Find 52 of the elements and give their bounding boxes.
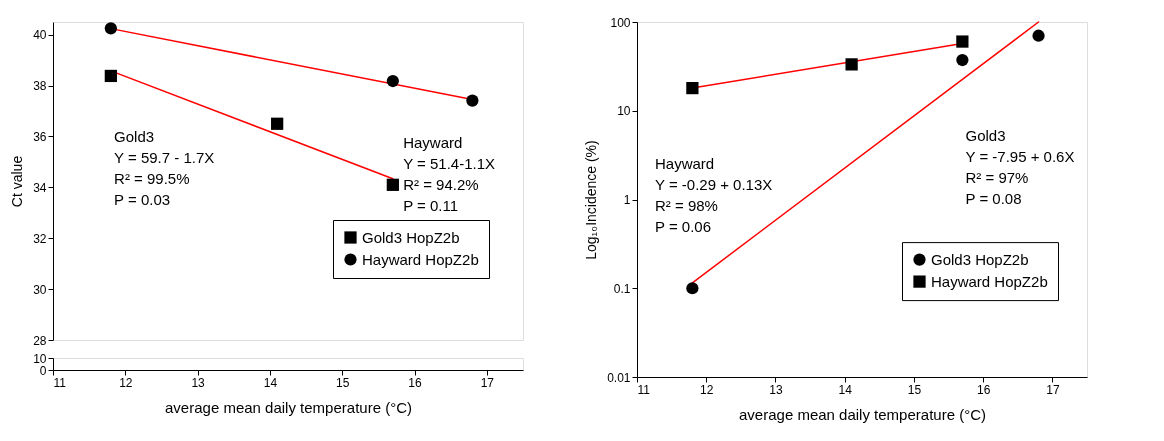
point (956, 35, 969, 48)
x-tick-label: 16 (976, 382, 991, 397)
legend-label: Gold3 HopZ2b (931, 250, 1029, 268)
y-tick-label: 0 (39, 363, 47, 378)
y-tick-label: 40 (33, 28, 47, 43)
y-tick-label: 32 (33, 231, 47, 246)
point (686, 282, 699, 295)
x-tick-label: 11 (637, 382, 651, 397)
x-tick-label: 17 (480, 375, 495, 390)
annotation: Gold3 Y = -7.95 + 0.6X R² = 97% P = 0.08 (965, 126, 1075, 207)
x-tick-label: 11 (53, 375, 67, 390)
x-tick-label: 13 (769, 382, 783, 397)
y-tick-label: 10 (617, 104, 631, 119)
point (1032, 29, 1045, 42)
legend-label: Hayward HopZ2b (931, 272, 1048, 290)
x-tick-label: 15 (907, 382, 922, 397)
y-axis-title: Log₁₀Incidence (%) (583, 140, 600, 260)
y-axis-title: Ct value (9, 155, 26, 208)
x-axis-title: average mean daily temperature (°C) (739, 405, 986, 423)
y-tick-label: 1 (623, 193, 631, 207)
legend-label: Gold3 HopZ2b (362, 228, 460, 246)
y-tick-label: 38 (33, 79, 47, 94)
x-tick-label: 13 (191, 375, 206, 390)
legend-label: Hayward HopZ2b (362, 250, 479, 268)
x-tick-label: 12 (119, 375, 133, 390)
y-tick-label: 0.1 (613, 281, 631, 296)
annotation: Gold3 Y = 59.7 - 1.7X R² = 99.5% P = 0.03 (114, 128, 215, 209)
x-tick-label: 12 (700, 382, 714, 397)
point (271, 117, 284, 130)
y-tick-label: 34 (33, 180, 47, 195)
y-tick-label: 10 (33, 351, 47, 366)
y-tick-label: 100 (610, 15, 631, 30)
y-tick-label: 36 (33, 129, 47, 144)
x-axis-title: average mean daily temperature (°C) (165, 398, 412, 416)
annotation: Hayward Y = 51.4-1.1X R² = 94.2% P = 0.11 (403, 134, 496, 215)
point (956, 53, 969, 67)
x-tick-label: 17 (1046, 382, 1060, 397)
y-tick-label: 28 (33, 333, 47, 348)
y-tick-label: 0.01 (607, 370, 631, 385)
point (845, 58, 858, 71)
point (104, 22, 117, 35)
annotation: Hayward Y = -0.29 + 0.13X R² = 98% P = 0.06 (655, 154, 773, 235)
point (104, 69, 117, 83)
x-tick-label: 15 (336, 375, 350, 390)
x-tick-label: 14 (838, 382, 853, 397)
x-tick-label: 16 (408, 375, 423, 390)
point (386, 74, 399, 88)
point (386, 178, 399, 191)
y-tick-label: 30 (33, 282, 47, 297)
point (686, 81, 699, 95)
point (466, 94, 479, 107)
x-tick-label: 14 (263, 375, 278, 390)
